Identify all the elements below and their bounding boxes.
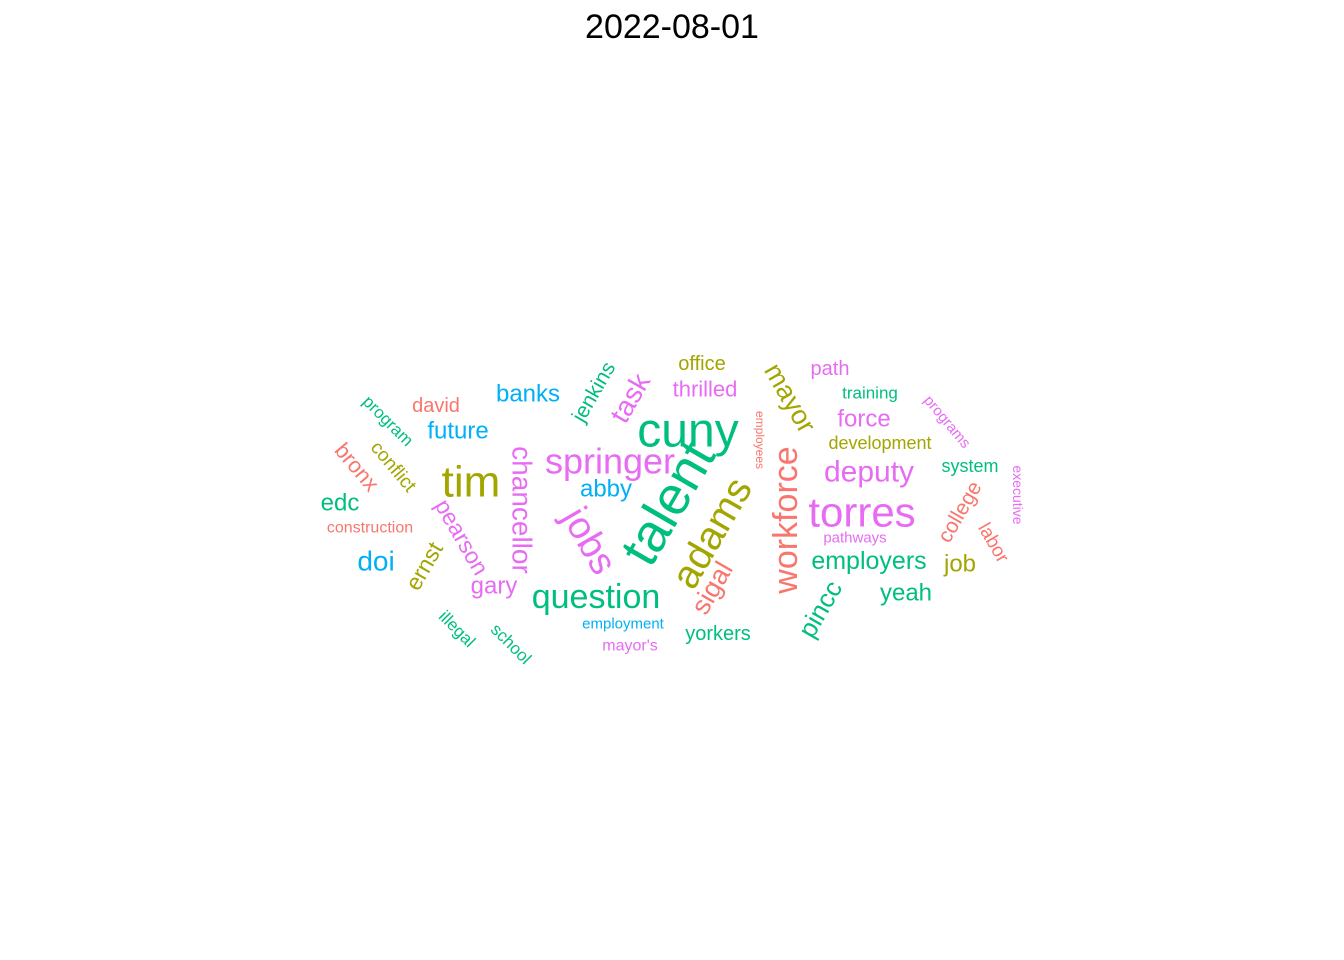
word-david: david	[412, 395, 460, 417]
word-abby: abby	[580, 476, 632, 503]
word-cuny: cuny	[637, 405, 738, 458]
chart-title: 2022-08-01	[585, 8, 759, 46]
word-employees: employees	[753, 411, 767, 469]
word-employers: employers	[811, 547, 926, 575]
word-construction: construction	[327, 520, 413, 537]
word-question: question	[532, 578, 661, 616]
word-mayor-s: mayor's	[602, 638, 658, 655]
word-yeah: yeah	[880, 580, 932, 607]
word-banks: banks	[496, 381, 560, 408]
word-thrilled: thrilled	[673, 377, 738, 402]
word-workforce: workforce	[767, 446, 805, 594]
word-jobs: jobs	[553, 499, 625, 581]
word-development: development	[828, 433, 931, 453]
word-school: school	[487, 620, 535, 668]
word-gary: gary	[471, 573, 518, 600]
word-future: future	[427, 418, 488, 445]
word-pearson: pearson	[430, 495, 494, 580]
word-job: job	[943, 551, 976, 578]
word-illegal: illegal	[435, 607, 479, 651]
word-path: path	[811, 358, 850, 380]
word-training: training	[842, 384, 898, 403]
word-ernst: ernst	[400, 537, 448, 595]
word-force: force	[837, 406, 890, 433]
word-edc: edc	[321, 490, 360, 517]
word-torres: torres	[808, 489, 915, 536]
word-system: system	[941, 456, 998, 476]
word-labor: labor	[973, 519, 1013, 567]
word-tim: tim	[442, 458, 501, 507]
word-yorkers: yorkers	[685, 623, 751, 645]
word-program: program	[359, 392, 417, 450]
word-executive: executive	[1010, 465, 1026, 524]
word-deputy: deputy	[824, 456, 914, 489]
word-doi: doi	[357, 546, 394, 577]
word-pathways: pathways	[823, 530, 886, 547]
word-chancellor: chancellor	[507, 446, 538, 574]
word-springer: springer	[545, 441, 675, 482]
word-employment: employment	[582, 616, 665, 633]
word-office: office	[678, 353, 725, 375]
